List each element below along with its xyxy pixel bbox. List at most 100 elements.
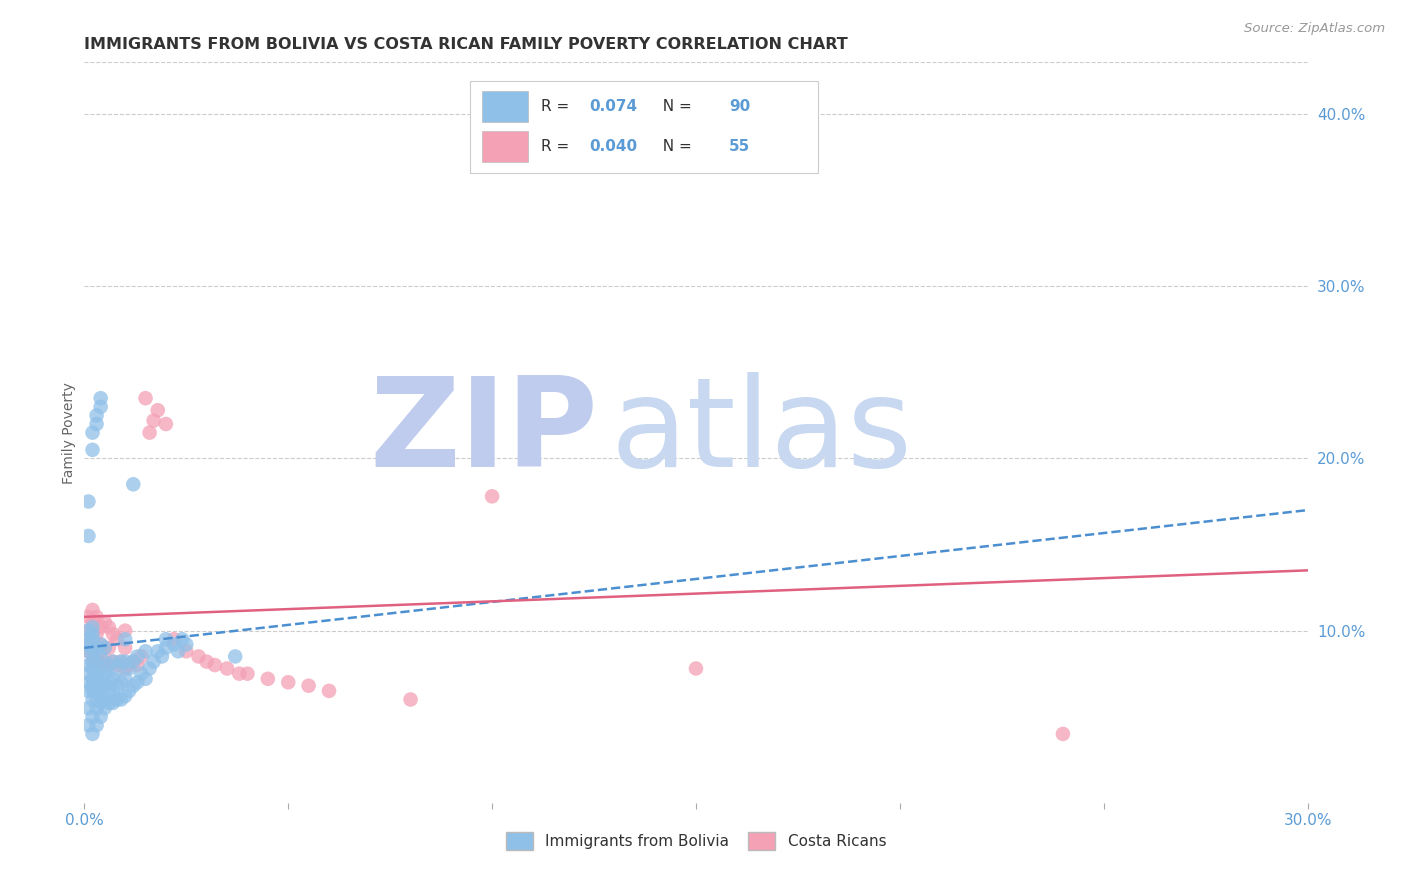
Point	[77, 658, 100, 673]
Point	[93, 640, 115, 655]
Point	[77, 637, 100, 651]
Point	[105, 632, 128, 647]
Point	[97, 640, 120, 655]
Point	[217, 661, 239, 675]
Point	[135, 672, 157, 686]
Point	[135, 391, 157, 405]
Point	[77, 701, 100, 715]
Point	[90, 684, 112, 698]
Point	[146, 403, 169, 417]
Text: ZIP: ZIP	[370, 372, 598, 493]
Point	[105, 658, 128, 673]
Point	[110, 655, 132, 669]
Point	[93, 666, 115, 681]
Point	[138, 661, 160, 675]
Point	[93, 692, 115, 706]
Point	[90, 655, 112, 669]
Point	[155, 632, 177, 647]
Point	[86, 409, 108, 423]
Point	[77, 644, 100, 658]
Point	[82, 679, 104, 693]
Point	[86, 684, 108, 698]
Point	[77, 644, 100, 658]
Legend: Immigrants from Bolivia, Costa Ricans: Immigrants from Bolivia, Costa Ricans	[498, 824, 894, 858]
Text: 0.040: 0.040	[589, 138, 638, 153]
Point	[105, 661, 128, 675]
Text: R =: R =	[541, 138, 574, 153]
Point	[138, 425, 160, 440]
Point	[97, 684, 120, 698]
Point	[172, 632, 194, 647]
Point	[167, 644, 190, 658]
Point	[93, 640, 115, 655]
Point	[77, 529, 100, 543]
Point	[82, 692, 104, 706]
Point	[257, 672, 280, 686]
Point	[82, 620, 104, 634]
Point	[77, 624, 100, 638]
Point	[114, 672, 136, 686]
Point	[77, 624, 100, 638]
Point	[90, 400, 112, 414]
Point	[82, 425, 104, 440]
Point	[82, 442, 104, 457]
Point	[86, 692, 108, 706]
Point	[118, 661, 141, 675]
Point	[82, 727, 104, 741]
Point	[187, 649, 209, 664]
Point	[93, 679, 115, 693]
Point	[97, 620, 120, 634]
Point	[90, 391, 112, 405]
Point	[110, 655, 132, 669]
Bar	[470, 81, 818, 173]
Bar	[482, 130, 529, 161]
Point	[82, 640, 104, 655]
Point	[228, 666, 250, 681]
Point	[318, 684, 340, 698]
Point	[131, 666, 153, 681]
Text: 0.074: 0.074	[589, 99, 638, 114]
Point	[101, 672, 124, 686]
Point	[114, 661, 136, 675]
Y-axis label: Family Poverty: Family Poverty	[62, 382, 76, 483]
Point	[110, 675, 132, 690]
Text: IMMIGRANTS FROM BOLIVIA VS COSTA RICAN FAMILY POVERTY CORRELATION CHART: IMMIGRANTS FROM BOLIVIA VS COSTA RICAN F…	[84, 37, 848, 52]
Point	[163, 637, 186, 651]
Point	[97, 696, 120, 710]
Point	[298, 679, 321, 693]
Point	[82, 672, 104, 686]
Point	[118, 684, 141, 698]
Point	[101, 627, 124, 641]
Text: 55: 55	[728, 138, 751, 153]
Bar	[482, 91, 529, 122]
Text: N =: N =	[654, 99, 697, 114]
Point	[127, 649, 149, 664]
Point	[93, 655, 115, 669]
Point	[101, 696, 124, 710]
Point	[224, 649, 246, 664]
Point	[82, 627, 104, 641]
Point	[77, 610, 100, 624]
Point	[101, 655, 124, 669]
Point	[86, 627, 108, 641]
Point	[93, 615, 115, 629]
Point	[131, 649, 153, 664]
Point	[236, 666, 259, 681]
Point	[86, 675, 108, 690]
Text: 90: 90	[728, 99, 751, 114]
Point	[77, 494, 100, 508]
Point	[86, 610, 108, 624]
Point	[86, 655, 108, 669]
Point	[114, 640, 136, 655]
Point	[277, 675, 299, 690]
Point	[97, 658, 120, 673]
Point	[90, 637, 112, 651]
Point	[86, 701, 108, 715]
Point	[122, 477, 145, 491]
Point	[204, 658, 226, 673]
Point	[90, 637, 112, 651]
Point	[90, 620, 112, 634]
Point	[127, 658, 149, 673]
Point	[114, 632, 136, 647]
Point	[146, 644, 169, 658]
